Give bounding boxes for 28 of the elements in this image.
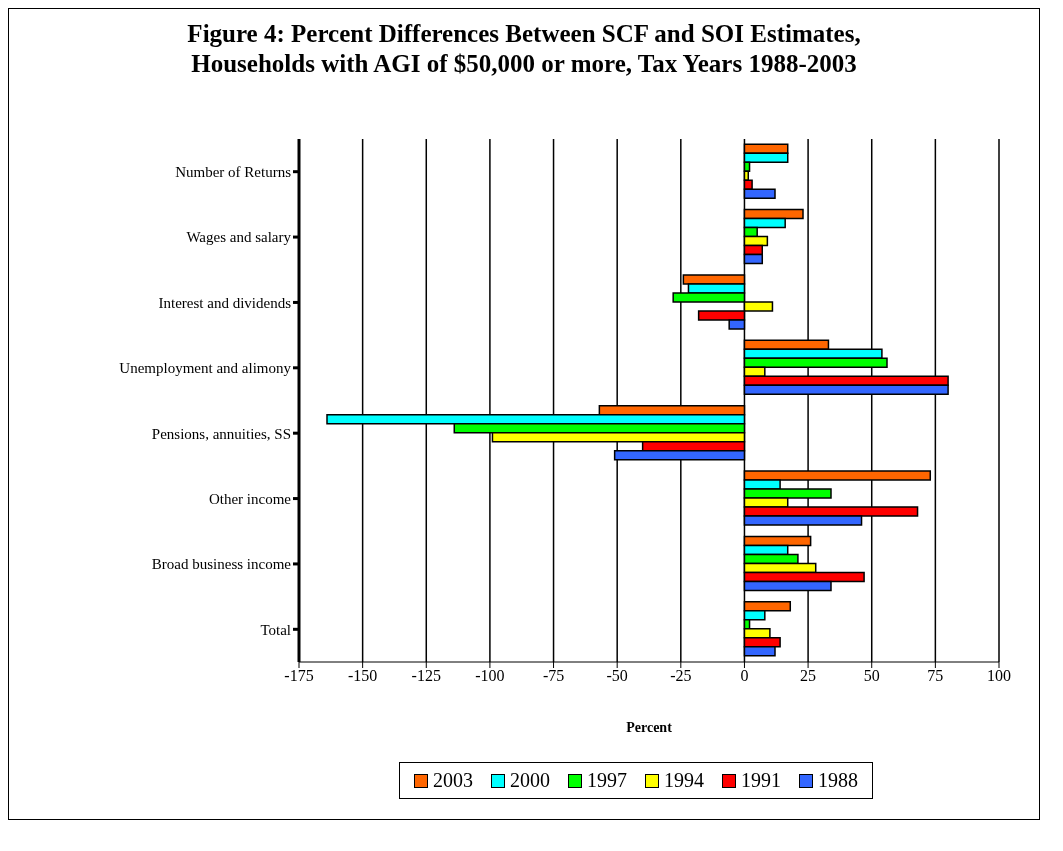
x-tick-label: -100 — [475, 667, 505, 685]
y-tick-label: Total — [260, 621, 291, 638]
y-tick-label: Unemployment and alimony — [119, 360, 292, 377]
x-axis-title: Percent — [626, 720, 673, 735]
y-tick-label: Wages and salary — [186, 229, 292, 246]
chart-title: Figure 4: Percent Differences Between SCF and SOI Estimates, Households with AGI of $50,000 or more, Tax Years 1988-2003 — [186, 19, 862, 79]
x-tick-label: -150 — [347, 667, 378, 685]
legend-label: 1988 — [818, 769, 858, 792]
legend-label: 2003 — [433, 769, 473, 792]
x-tick-label: 100 — [987, 667, 1011, 685]
legend-label: 2000 — [510, 769, 550, 792]
y-tick-label: Other income — [208, 490, 292, 507]
y-tick-label: Broad business income — [151, 556, 292, 573]
x-tick-label: 50 — [863, 667, 880, 685]
legend-label: 1994 — [664, 769, 704, 792]
x-tick-label: 75 — [927, 667, 944, 685]
y-tick-label: Number of Returns — [175, 164, 292, 181]
legend-label: 1991 — [741, 769, 781, 792]
x-tick-label: -125 — [411, 667, 441, 685]
x-tick-label: -50 — [606, 667, 628, 685]
legend-label: 1997 — [587, 769, 627, 792]
x-tick-label: -175 — [284, 667, 314, 685]
x-tick-label: 25 — [800, 667, 817, 685]
x-tick-label: -25 — [670, 667, 692, 685]
y-tick-label: Interest and dividends — [158, 294, 292, 311]
x-tick-label: 0 — [740, 667, 749, 685]
x-tick-label: -75 — [542, 667, 565, 685]
y-tick-label: Pensions, annuities, SS — [151, 425, 291, 442]
